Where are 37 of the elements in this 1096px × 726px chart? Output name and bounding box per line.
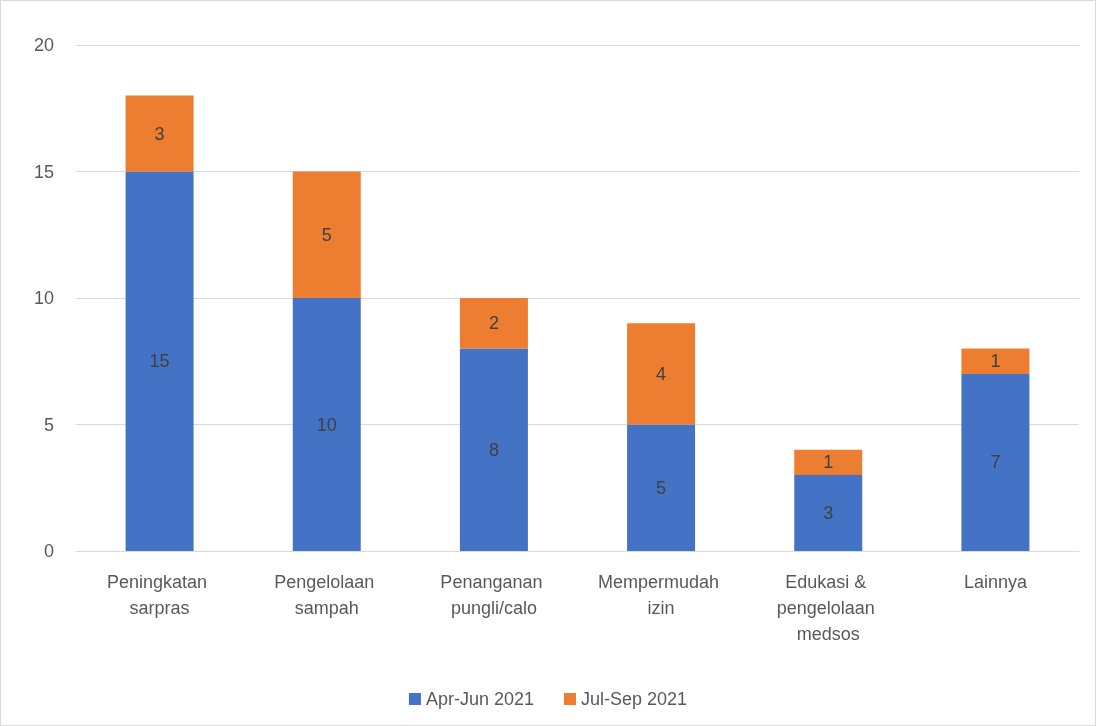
bar <box>125 171 194 551</box>
x-tick-label: Mempermudah izin <box>598 572 725 618</box>
x-tick-label: Lainnya <box>963 572 1028 592</box>
bar <box>627 323 696 425</box>
data-label: 4 <box>656 363 667 384</box>
bar <box>794 449 863 476</box>
data-label: 2 <box>488 313 499 334</box>
data-label: 15 <box>149 351 170 372</box>
data-label: 7 <box>990 452 1001 473</box>
x-tick-label: Edukasi & pengelolaan medsos <box>776 572 880 644</box>
bar <box>459 348 528 551</box>
legend-label: Jul-Sep 2021 <box>581 689 688 709</box>
bar <box>292 171 361 298</box>
y-tick-label: 10 <box>33 288 54 308</box>
data-label: 3 <box>154 123 165 144</box>
bar <box>125 95 194 172</box>
data-label: 1 <box>990 351 1001 372</box>
y-tick-label: 0 <box>43 541 54 561</box>
bar <box>794 475 863 551</box>
data-label: 5 <box>321 224 332 245</box>
data-label: 1 <box>823 452 834 473</box>
legend-label: Apr-Jun 2021 <box>425 689 535 709</box>
data-label: 10 <box>316 414 337 435</box>
y-tick-label: 20 <box>33 35 54 55</box>
bar <box>459 298 528 349</box>
bar <box>961 373 1030 551</box>
bar <box>292 298 361 551</box>
y-tick-label: 15 <box>33 161 54 182</box>
x-tick-label: Penanganan pungli/calo <box>440 572 548 618</box>
bar <box>961 348 1030 374</box>
x-tick-label: Pengelolaan sampah <box>274 572 380 618</box>
y-tick-label: 5 <box>43 414 54 435</box>
bar <box>627 424 696 551</box>
data-label: 3 <box>823 503 834 524</box>
data-label: 8 <box>488 439 499 460</box>
data-label: 5 <box>656 477 667 498</box>
x-tick-label: Peningkatan sarpras <box>107 572 213 618</box>
